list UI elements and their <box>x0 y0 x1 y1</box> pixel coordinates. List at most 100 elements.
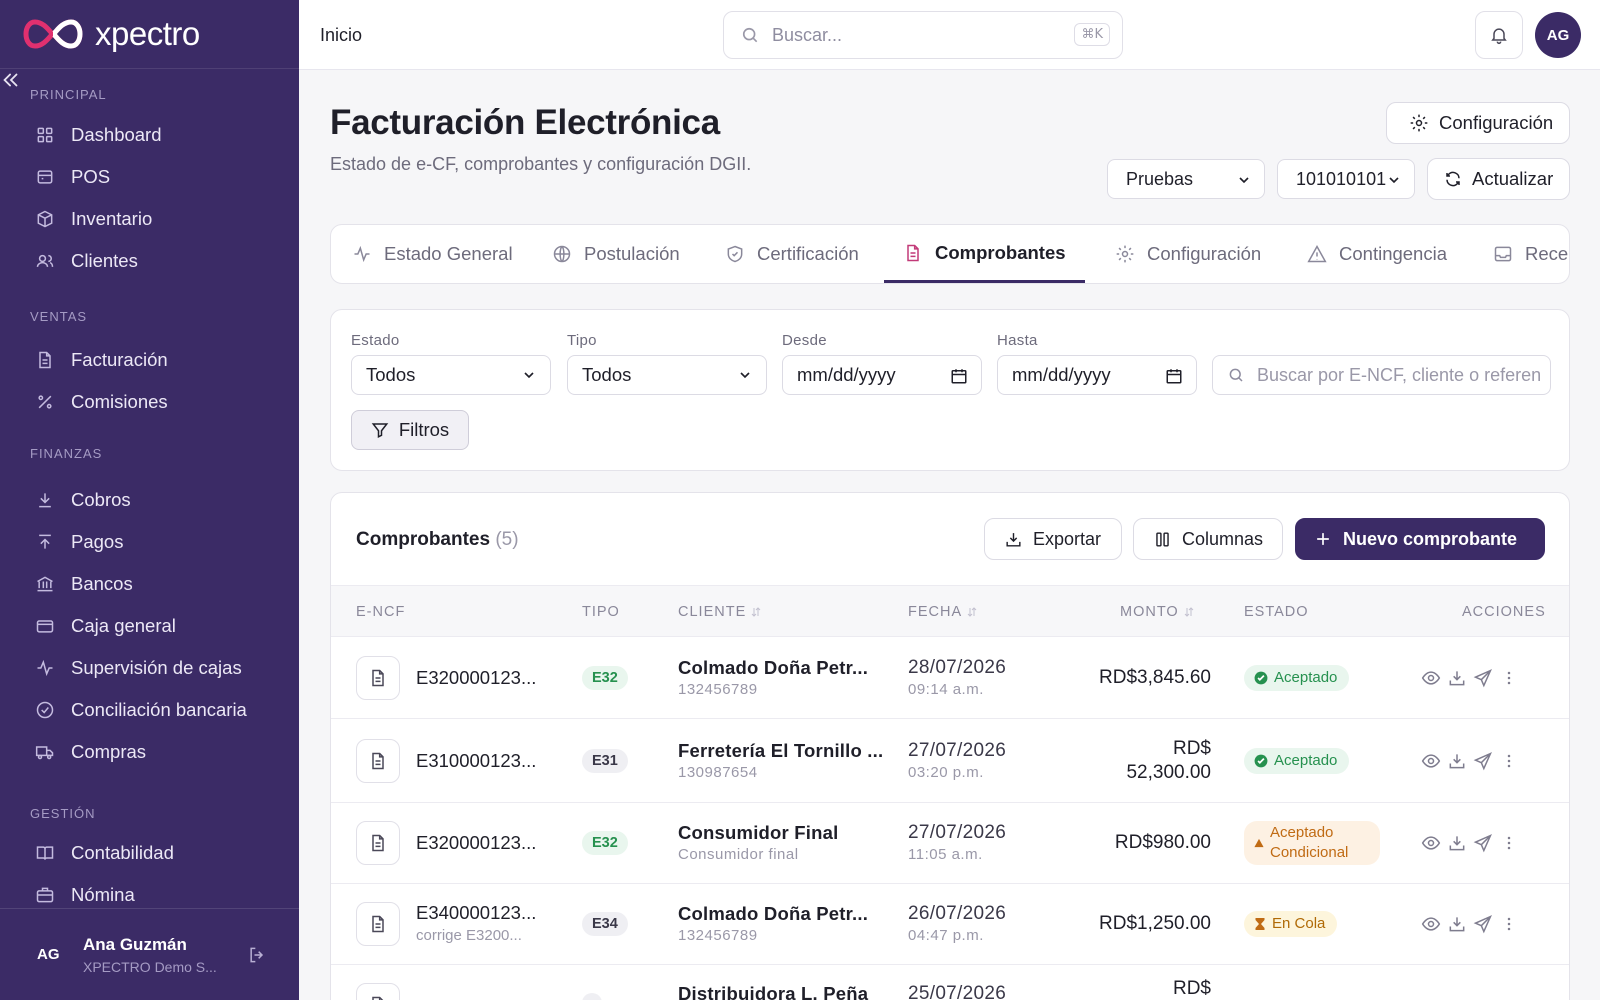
card-count: (5) <box>495 529 519 550</box>
table-row[interactable]: E320000123... E32 Colmado Doña Petr... 1… <box>331 637 1569 719</box>
estado-label: Estado <box>351 332 400 349</box>
encf-value[interactable]: E320000123... <box>416 832 537 853</box>
comprobantes-search-input[interactable]: Buscar por E-NCF, cliente o referen <box>1212 355 1551 395</box>
sidebar-item-cobros[interactable]: Cobros <box>0 479 299 521</box>
columns-button[interactable]: Columnas <box>1133 518 1283 560</box>
refresh-button[interactable]: Actualizar <box>1427 158 1570 200</box>
sidebar-item-dashboard[interactable]: Dashboard <box>0 114 299 156</box>
download-icon[interactable] <box>1447 751 1467 771</box>
sidebar-item-caja-general[interactable]: Caja general <box>0 605 299 647</box>
rnc-select[interactable]: 101010101 <box>1277 159 1415 199</box>
sidebar-item-comisiones[interactable]: Comisiones <box>0 381 299 423</box>
logout-icon[interactable] <box>247 945 267 965</box>
send-icon[interactable] <box>1473 833 1493 853</box>
more-vertical-icon[interactable] <box>1499 833 1519 853</box>
gear-icon <box>1116 245 1134 263</box>
status-label: Aceptado <box>1274 752 1338 769</box>
activity-icon <box>354 245 370 263</box>
tab-contingencia[interactable]: Contingencia <box>1307 225 1447 283</box>
wallet-icon <box>36 620 54 633</box>
send-icon[interactable] <box>1473 914 1493 934</box>
table-row[interactable]: E340000123... corrige E3200... E34 Colma… <box>331 884 1569 965</box>
col-cliente[interactable]: CLIENTE <box>678 604 762 620</box>
global-search[interactable]: Buscar... ⌘K <box>723 11 1123 59</box>
sidebar-item-contabilidad[interactable]: Contabilidad <box>0 832 299 874</box>
sidebar-item-compras[interactable]: Compras <box>0 731 299 773</box>
sidebar-item-pagos[interactable]: Pagos <box>0 521 299 563</box>
new-comprobante-button[interactable]: Nuevo comprobante <box>1295 518 1545 560</box>
more-vertical-icon[interactable] <box>1499 751 1519 771</box>
tipo-badge <box>582 993 602 1000</box>
encf-value[interactable]: E310000123... <box>416 750 537 771</box>
tab-recepcion[interactable]: Recep <box>1493 225 1569 283</box>
notifications-button[interactable] <box>1475 11 1523 59</box>
eye-icon[interactable] <box>1421 751 1441 771</box>
sidebar-item-conciliacion[interactable]: Conciliación bancaria <box>0 689 299 731</box>
collapse-sidebar-icon[interactable] <box>0 69 299 91</box>
encf-value[interactable]: E320000123... <box>416 667 537 688</box>
tab-comprobantes[interactable]: Comprobantes <box>884 225 1085 283</box>
download-icon[interactable] <box>1447 833 1467 853</box>
more-vertical-icon[interactable] <box>1499 914 1519 934</box>
user-org: XPECTRO Demo S... <box>83 958 217 975</box>
eye-icon[interactable] <box>1421 833 1441 853</box>
sidebar-item-clientes[interactable]: Clientes <box>0 240 299 282</box>
user-profile[interactable]: AG Ana Guzmán XPECTRO Demo S... <box>0 908 299 1000</box>
encf-value[interactable]: E340000123... <box>416 902 537 923</box>
send-icon[interactable] <box>1473 668 1493 688</box>
briefcase-icon <box>36 887 54 903</box>
col-monto[interactable]: MONTO <box>1120 604 1195 620</box>
tab-postulacion[interactable]: Postulación <box>552 225 680 283</box>
hasta-date-input[interactable]: mm/dd/yyyy <box>997 355 1197 395</box>
download-icon[interactable] <box>1447 914 1467 934</box>
hora-value: 04:47 p.m. <box>908 927 984 944</box>
hasta-label: Hasta <box>997 332 1038 349</box>
tab-label: Estado General <box>384 243 513 264</box>
environment-value: Pruebas <box>1126 168 1194 189</box>
filters-button[interactable]: Filtros <box>351 410 469 450</box>
sidebar-item-inventario[interactable]: Inventario <box>0 198 299 240</box>
config-button[interactable]: Configuración <box>1386 102 1570 144</box>
desde-date-input[interactable]: mm/dd/yyyy <box>782 355 982 395</box>
tabs: Estado General Postulación Certificación… <box>330 224 1570 284</box>
user-initials: AG <box>37 946 60 963</box>
tab-configuracion[interactable]: Configuración <box>1115 225 1261 283</box>
tab-certificacion[interactable]: Certificación <box>725 225 859 283</box>
sidebar-item-label: Inventario <box>71 208 153 229</box>
sidebar-item-nomina[interactable]: Nómina <box>0 874 299 916</box>
row-actions <box>1421 751 1519 771</box>
calendar-icon[interactable] <box>950 367 968 385</box>
tipo-select[interactable]: Todos <box>567 355 767 395</box>
monto-value: RD$1,250.00 <box>1099 913 1211 934</box>
section-finanzas: FINANZAS <box>30 446 103 461</box>
avatar[interactable]: AG <box>1535 12 1581 58</box>
table-row[interactable]: E310000123... E31 Ferretería El Tornillo… <box>331 719 1569 803</box>
export-button[interactable]: Exportar <box>984 518 1122 560</box>
col-fecha[interactable]: FECHA <box>908 604 978 620</box>
register-icon <box>37 170 53 184</box>
breadcrumb[interactable]: Inicio <box>320 25 363 45</box>
eye-icon[interactable] <box>1421 668 1441 688</box>
fecha-value: 26/07/2026 <box>908 903 1007 924</box>
col-encf: E-NCF <box>356 604 406 620</box>
download-icon[interactable] <box>1447 668 1467 688</box>
columns-button-label: Columnas <box>1182 528 1264 549</box>
sidebar-item-label: Facturación <box>71 349 168 370</box>
sidebar-item-facturacion[interactable]: Facturación <box>0 339 299 381</box>
estado-select[interactable]: Todos <box>351 355 551 395</box>
sidebar-item-pos[interactable]: POS <box>0 156 299 198</box>
table-row[interactable]: E320000123... E32 Consumidor Final Consu… <box>331 803 1569 884</box>
filter-icon <box>371 423 389 438</box>
more-vertical-icon[interactable] <box>1499 668 1519 688</box>
eye-icon[interactable] <box>1421 914 1441 934</box>
sidebar-item-supervision-cajas[interactable]: Supervisión de cajas <box>0 647 299 689</box>
sidebar: xpectro PRINCIPAL Dashboard POS Inventar… <box>0 0 299 1000</box>
brand[interactable]: xpectro <box>0 0 299 69</box>
tab-estado-general[interactable]: Estado General <box>352 225 513 283</box>
calendar-icon[interactable] <box>1165 367 1183 385</box>
sidebar-item-bancos[interactable]: Bancos <box>0 563 299 605</box>
status-label: En Cola <box>1272 915 1326 932</box>
environment-select[interactable]: Pruebas <box>1107 159 1265 199</box>
table-row[interactable]: Distribuidora L. Peña 25/07/2026 RD$ <box>331 965 1569 1000</box>
send-icon[interactable] <box>1473 751 1493 771</box>
